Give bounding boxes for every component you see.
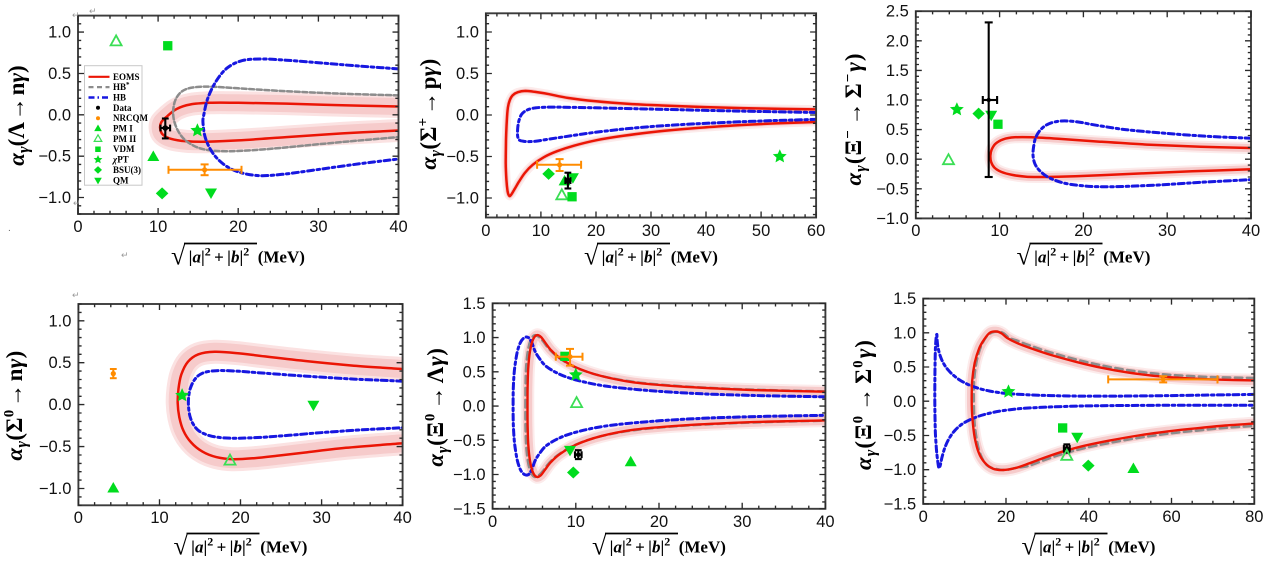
svg-text:10: 10 — [532, 222, 550, 240]
svg-text:0: 0 — [73, 218, 82, 236]
svg-text:0.0: 0.0 — [463, 398, 486, 416]
svg-text:−1.5: −1.5 — [884, 495, 917, 513]
svg-text:60: 60 — [807, 222, 825, 240]
svg-text:NRCQM: NRCQM — [113, 113, 148, 123]
svg-text:30: 30 — [312, 509, 330, 527]
svg-text:40: 40 — [389, 218, 407, 236]
svg-text:√ |a|2 + |b|2 (MeV): √ |a|2 + |b|2 (MeV) — [584, 242, 718, 271]
svg-text:1.5: 1.5 — [893, 290, 916, 308]
svg-text:↵: ↵ — [89, 6, 97, 16]
svg-text:0.0: 0.0 — [456, 107, 479, 125]
svg-text:2.5: 2.5 — [886, 3, 909, 21]
svg-text:0: 0 — [919, 508, 928, 526]
svg-text:1.0: 1.0 — [893, 324, 916, 342]
svg-text:QM: QM — [113, 175, 129, 185]
svg-text:0.5: 0.5 — [48, 354, 71, 372]
svg-text:20: 20 — [650, 513, 668, 531]
svg-text:PM II: PM II — [113, 134, 137, 144]
svg-text:↵: ↵ — [121, 250, 129, 260]
svg-text:10: 10 — [990, 222, 1008, 240]
svg-text:√ |a|2 + |b|2 (MeV): √ |a|2 + |b|2 (MeV) — [174, 532, 308, 561]
svg-text:−1.0: −1.0 — [884, 461, 917, 479]
svg-text:40: 40 — [1080, 508, 1098, 526]
svg-text:√ |a|2 + |b|2 (MeV): √ |a|2 + |b|2 (MeV) — [1017, 242, 1151, 271]
svg-text:2.0: 2.0 — [886, 32, 909, 50]
svg-text:αγ(Ξ0 → Λγ): αγ(Ξ0 → Λγ) — [423, 347, 452, 466]
svg-text:10: 10 — [567, 513, 585, 531]
svg-text:.: . — [8, 223, 11, 234]
svg-text:1.5: 1.5 — [463, 295, 486, 313]
svg-text:20: 20 — [997, 508, 1015, 526]
svg-text:20: 20 — [1074, 222, 1092, 240]
svg-text:40: 40 — [697, 222, 715, 240]
svg-text:√ |a|2 + |b|2 (MeV): √ |a|2 + |b|2 (MeV) — [1022, 532, 1156, 561]
svg-text:PM I: PM I — [113, 124, 133, 134]
svg-text:10: 10 — [149, 218, 167, 236]
svg-text:1.0: 1.0 — [456, 24, 479, 42]
svg-text:√ |a|2 + |b|2 (MeV): √ |a|2 + |b|2 (MeV) — [171, 242, 305, 271]
svg-text:20: 20 — [587, 222, 605, 240]
svg-text:HB: HB — [113, 93, 126, 103]
svg-text:0: 0 — [74, 509, 83, 527]
svg-text:√ |a|2 + |b|2 (MeV): √ |a|2 + |b|2 (MeV) — [592, 532, 726, 561]
svg-text:50: 50 — [752, 222, 770, 240]
svg-text:0.0: 0.0 — [886, 151, 909, 169]
svg-text:0.0: 0.0 — [48, 396, 71, 414]
svg-text:0.5: 0.5 — [893, 359, 916, 377]
svg-text:χPT: χPT — [111, 155, 129, 165]
svg-text:0.5: 0.5 — [456, 65, 479, 83]
svg-text:30: 30 — [309, 218, 327, 236]
svg-text:1.5: 1.5 — [886, 62, 909, 80]
svg-text:0.0: 0.0 — [48, 106, 71, 124]
svg-text:0.5: 0.5 — [886, 121, 909, 139]
svg-text:0: 0 — [488, 513, 497, 531]
svg-text:40: 40 — [1242, 222, 1260, 240]
svg-text:↵: ↵ — [73, 198, 81, 208]
svg-text:−0.5: −0.5 — [876, 180, 909, 198]
svg-text:0: 0 — [481, 222, 490, 240]
svg-text:Data: Data — [113, 103, 132, 113]
svg-text:0.0: 0.0 — [893, 393, 916, 411]
svg-text:EOMS: EOMS — [113, 72, 140, 82]
svg-text:80: 80 — [1245, 508, 1263, 526]
svg-text:BSU(3): BSU(3) — [113, 165, 141, 175]
svg-text:−1.5: −1.5 — [453, 500, 486, 518]
svg-text:0: 0 — [911, 222, 920, 240]
svg-text:−1.0: −1.0 — [39, 480, 72, 498]
svg-text:−0.5: −0.5 — [446, 148, 479, 166]
svg-text:20: 20 — [229, 218, 247, 236]
svg-text:−0.5: −0.5 — [38, 148, 71, 166]
svg-text:↵: ↵ — [72, 10, 80, 20]
svg-text:−1.0: −1.0 — [38, 189, 71, 207]
svg-text:VDM: VDM — [113, 144, 135, 154]
svg-text:10: 10 — [150, 509, 168, 527]
svg-text:HB*: HB* — [113, 81, 130, 92]
svg-text:0.5: 0.5 — [48, 65, 71, 83]
svg-text:−1.0: −1.0 — [446, 190, 479, 208]
svg-text:1.0: 1.0 — [463, 329, 486, 347]
svg-text:40: 40 — [393, 509, 411, 527]
svg-text:20: 20 — [231, 509, 249, 527]
svg-text:30: 30 — [733, 513, 751, 531]
svg-text:30: 30 — [1158, 222, 1176, 240]
svg-text:1.0: 1.0 — [48, 312, 71, 330]
svg-text:−0.5: −0.5 — [453, 432, 486, 450]
svg-text:0.5: 0.5 — [463, 363, 486, 381]
svg-text:−0.5: −0.5 — [39, 438, 72, 456]
svg-text:1.0: 1.0 — [886, 92, 909, 110]
svg-text:1.0: 1.0 — [48, 24, 71, 42]
svg-text:30: 30 — [642, 222, 660, 240]
svg-text:−1.0: −1.0 — [876, 210, 909, 228]
svg-text:−1.0: −1.0 — [453, 466, 486, 484]
svg-text:−0.5: −0.5 — [884, 427, 917, 445]
svg-text:40: 40 — [816, 513, 834, 531]
svg-text:60: 60 — [1162, 508, 1180, 526]
svg-text:↵: ↵ — [72, 290, 80, 300]
